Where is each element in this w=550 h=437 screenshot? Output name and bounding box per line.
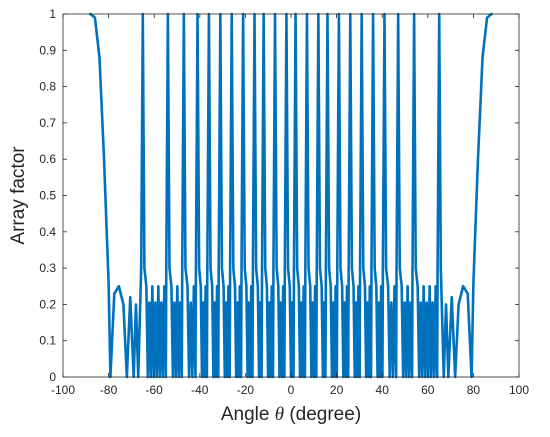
y-tick-labels: 0 0.1 0.2 0.3 0.4 0.5 0.6 0.7 0.8 0.9 1 [39, 7, 56, 384]
y-tick-label: 0.3 [39, 261, 56, 275]
y-tick-label: 0 [49, 370, 56, 384]
y-tick-label: 0.9 [39, 43, 56, 57]
x-tick-label: 0 [288, 383, 295, 397]
array-factor-curve [89, 12, 493, 379]
x-tick-label: -40 [191, 383, 209, 397]
curve-layer [85, 12, 497, 379]
x-tick-label: -100 [51, 383, 75, 397]
x-tick-labels: -100 -80 -60 -40 -20 0 20 40 60 80 100 [51, 383, 529, 397]
y-tick-label: 0.8 [39, 80, 56, 94]
x-tick-label: 20 [330, 383, 344, 397]
x-tick-label: 100 [509, 383, 529, 397]
x-axis-title: Angle θ (degree) [221, 404, 361, 425]
x-tick-label: -80 [100, 383, 118, 397]
y-tick-label: 0.7 [39, 116, 56, 130]
y-tick-label: 0.6 [39, 152, 56, 166]
x-tick-label: 80 [467, 383, 481, 397]
x-tick-label: -20 [237, 383, 255, 397]
y-tick-label: 0.2 [39, 297, 56, 311]
y-tick-label: 0.5 [39, 189, 56, 203]
y-axis-title: Array factor [8, 146, 29, 245]
axes-layer [62, 13, 520, 378]
y-tick-label: 1 [49, 7, 56, 21]
y-tick-label: 0.4 [39, 225, 56, 239]
y-tick-label: 0.1 [39, 334, 56, 348]
x-tick-label: 40 [376, 383, 390, 397]
x-tick-label: -60 [146, 383, 164, 397]
x-tick-label: 60 [421, 383, 435, 397]
